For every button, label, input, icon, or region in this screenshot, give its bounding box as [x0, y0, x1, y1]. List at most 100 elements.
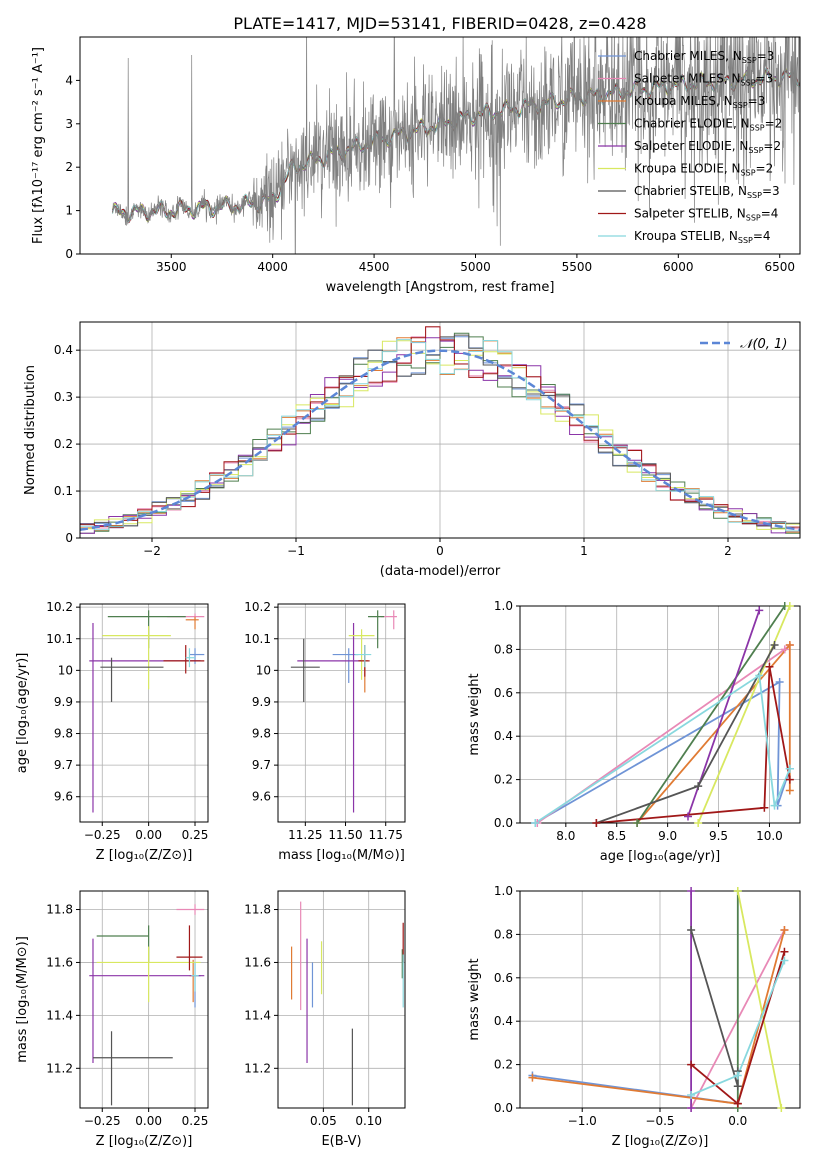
weight_vs_age-frame: [519, 605, 801, 824]
weight_vs_Z-point-marker: [687, 887, 696, 895]
residuals-ytick-label: 0.3: [54, 390, 73, 404]
legend-entry: Kroupa STELIB, NSSP=4: [634, 229, 771, 245]
age_vs_Z-panel: −0.25 0.00 0.25 9.6 9.7 9.8 9.9 10 10.1 10.2 Z [lo…: [15, 600, 209, 863]
spectrum-data-line: [112, 37, 800, 254]
legend-entry: Chabrier ELODIE, NSSP=2: [634, 117, 782, 133]
legend-entry: Salpeter STELIB, NSSP=4: [634, 207, 778, 223]
weight_vs_Z-series-line: [736, 891, 783, 1108]
weight_vs_age-point-marker: [785, 786, 794, 795]
weight_vs_Z-xlabel: Z [log₁₀(Z/Z⊙)]: [612, 1134, 709, 1149]
weight_vs_age-series-line: [534, 673, 791, 823]
weight_vs_age-xtick-label: 8.0: [556, 829, 575, 843]
mass_vs_Z-ytick-label: 11.4: [46, 1008, 73, 1022]
weight_vs_Z-xtick-label: −1.0: [568, 1114, 597, 1128]
mass_vs_Z-xlabel: Z [log₁₀(Z/Z⊙)]: [96, 1134, 193, 1149]
mass_vs_EBV-ytick-label: 11.2: [244, 1061, 271, 1075]
weight_vs_Z-point-marker: [687, 1104, 696, 1112]
weight_vs_Z-point-marker: [687, 926, 696, 935]
spectrum-xlabel: wavelength [Angstrom, rest frame]: [326, 280, 555, 295]
age_vs_Z-xtick-label: 0.00: [135, 828, 162, 842]
weight_vs_age-ytick-label: 0.2: [494, 773, 513, 787]
normal-reference-curve: [80, 349, 800, 532]
mass_vs_EBV-xtick-label: 0.10: [355, 1114, 382, 1128]
weight_vs_age-xlabel: age [log₁₀(age/yr)]: [600, 849, 721, 864]
mass_vs_Z-ytick-label: 11.2: [46, 1061, 73, 1075]
weight_vs_age-point-marker: [785, 602, 794, 610]
spectrum-ytick-label: 3: [65, 117, 73, 131]
age_vs_Z-frame: [79, 603, 209, 823]
age_vs_mass-ytick-label: 9.8: [252, 727, 271, 741]
mass_vs_Z-marks: [89, 904, 205, 1106]
age_vs_mass-ytick-label: 9.7: [252, 758, 271, 772]
weight_vs_age-ylabel: mass weight: [467, 673, 482, 755]
weight_vs_Z-ytick-label: 0.8: [494, 927, 513, 941]
weight_vs_Z-ytick-label: 1.0: [494, 884, 513, 898]
weight_vs_age-point-marker: [770, 801, 779, 810]
age_vs_mass-xtick-label: 11.75: [369, 828, 403, 842]
spectrum-marks: [112, 37, 800, 254]
spectrum-frame: [79, 36, 801, 255]
weight_vs_age-series-line: [636, 606, 786, 823]
age_vs_Z-ytick-label: 9.8: [54, 727, 73, 741]
mass_vs_Z-xtick-label: 0.25: [182, 1114, 209, 1128]
legend-entry: Chabrier MILES, NSSP=3: [634, 49, 774, 65]
weight_vs_Z-xtick-label: 0.0: [728, 1114, 747, 1128]
weight_vs_Z-ytick-label: 0.0: [494, 1101, 513, 1115]
residuals-ytick-label: 0.2: [54, 437, 73, 451]
weight_vs_Z-point-marker: [780, 956, 789, 965]
age_vs_mass-ytick-label: 10.2: [244, 600, 271, 614]
weight_vs_Z-marks: [532, 891, 786, 1108]
weight_vs_Z-ylabel: mass weight: [467, 958, 482, 1040]
mass_vs_Z-ylabel: mass [log₁₀(M/M⊙)]: [15, 936, 30, 1063]
weight_vs_age-point-marker: [755, 606, 764, 615]
weight_vs_age-point-marker: [684, 812, 692, 821]
weight_vs_age-point-marker: [755, 671, 764, 680]
age_vs_Z-ytick-label: 9.6: [54, 790, 73, 804]
weight_vs_age-point-marker: [694, 782, 703, 791]
weight_vs_age-ytick-label: 0.6: [494, 686, 513, 700]
age_vs_mass-marks: [290, 610, 397, 813]
legend-entry: Salpeter ELODIE, NSSP=2: [634, 139, 781, 155]
weight_vs_age-marks: [534, 606, 791, 823]
spectrum-ytick-label: 1: [65, 204, 73, 218]
weight_vs_Z-point-marker: [733, 1099, 742, 1108]
residuals-legend-label: 𝒩(0, 1): [740, 337, 787, 352]
mass_vs_EBV-ytick-label: 11.6: [244, 955, 271, 969]
legend-entry: Kroupa ELODIE, NSSP=2: [634, 162, 773, 178]
spectrum-xtick-label: 3500: [156, 260, 187, 274]
mass_vs_EBV-ytick-label: 11.4: [244, 1008, 271, 1022]
weight_vs_Z-point-marker: [687, 1090, 696, 1099]
weight_vs_Z-point-marker: [733, 1071, 742, 1080]
age_vs_Z-ytick-label: 10: [58, 663, 73, 677]
spectrum-ytick-label: 0: [65, 247, 73, 261]
age_vs_Z-xtick-label: 0.25: [182, 828, 209, 842]
weight_vs_age-series-line: [534, 680, 791, 823]
mass_vs_EBV-ytick-label: 11.8: [244, 903, 271, 917]
weight_vs_age-ytick-label: 0.0: [494, 816, 513, 830]
spectrum-legend: Chabrier MILES, NSSP=3 Salpeter MILES, NS…: [598, 49, 782, 245]
spectrum-panel: 3500 4000 4500 5000 5500 6000 6500 0 1 2 3 4 wavelen…: [31, 36, 801, 295]
age_vs_mass-ytick-label: 10: [256, 663, 271, 677]
residuals-xlabel: (data-model)/error: [380, 564, 501, 579]
residuals-panel: −2 −1 0 1 2 0 0.1 0.2 0.3 0.4 (data-model)/error No…: [23, 321, 801, 579]
mass_vs_EBV-panel: 0.05 0.10 11.2 11.4 11.6 11.8 E(B-V): [244, 890, 406, 1149]
spectrum-xtick-label: 6500: [764, 260, 795, 274]
weight_vs_Z-point-marker: [733, 887, 742, 895]
weight_vs_age-xtick-label: 10.0: [756, 829, 783, 843]
weight_vs_age-ytick-label: 0.8: [494, 642, 513, 656]
residuals-marks: [80, 326, 800, 534]
spectrum-xtick-label: 5500: [562, 260, 593, 274]
legend-entry: Kroupa MILES, NSSP=3: [634, 94, 765, 110]
age_vs_mass-ytick-label: 10.1: [244, 632, 271, 646]
weight_vs_age-point-marker: [780, 645, 789, 654]
spectrum-xtick-label: 6000: [663, 260, 694, 274]
weight_vs_age-point-marker: [592, 819, 601, 827]
legend-entry: Salpeter MILES, NSSP=3: [634, 72, 773, 88]
age_vs_mass-ytick-label: 9.9: [252, 695, 271, 709]
age_vs_mass-ytick-label: 9.6: [252, 790, 271, 804]
mass_vs_Z-frame: [79, 890, 209, 1109]
mass_vs_EBV-frame: [277, 890, 406, 1109]
age_vs_mass-xlabel: mass [log₁₀(M/M⊙)]: [278, 848, 405, 863]
spectrum-ylabel: Flux [fλ10⁻¹⁷ erg cm⁻² s⁻¹ A⁻¹]: [31, 47, 46, 244]
mass_vs_EBV-xtick-label: 0.05: [310, 1114, 337, 1128]
